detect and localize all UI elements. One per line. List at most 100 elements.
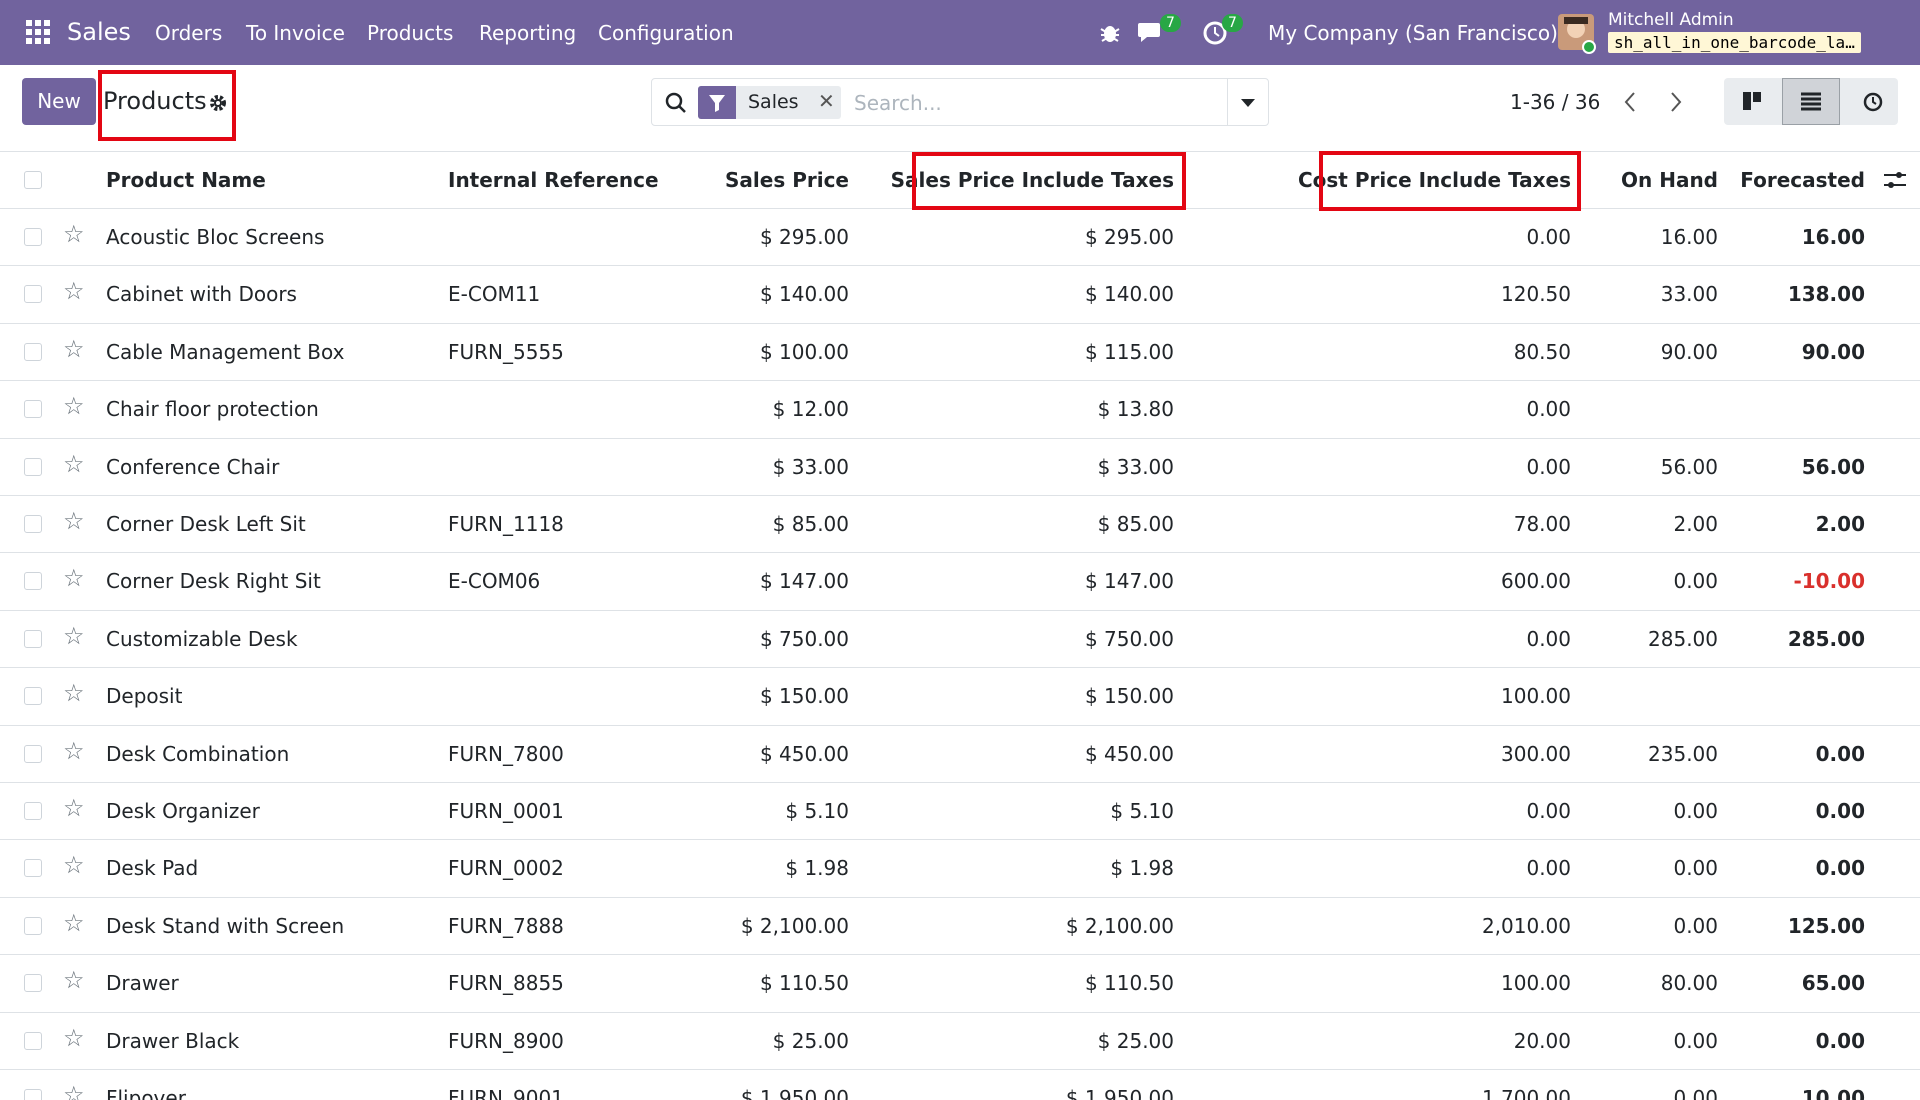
table-cell: Desk Combination: [106, 741, 290, 766]
table-cell: 600.00: [1501, 569, 1571, 594]
checkbox[interactable]: [24, 457, 42, 476]
favorite-star[interactable]: ☆: [63, 851, 85, 880]
company-switcher[interactable]: My Company (San Francisco): [1268, 21, 1558, 45]
table-cell: $ 140.00: [1084, 282, 1174, 307]
favorite-star[interactable]: ☆: [63, 1081, 85, 1100]
facet-icon: [698, 86, 736, 119]
column-header[interactable]: On Hand: [1621, 168, 1718, 192]
table-cell: 0.00: [1526, 397, 1571, 422]
new-button[interactable]: New: [22, 78, 96, 125]
table-cell: Desk Pad: [106, 856, 199, 881]
table-cell: Desk Stand with Screen: [106, 913, 345, 938]
highlight-box: [912, 152, 1186, 210]
table-cell: 80.50: [1513, 339, 1571, 364]
list-view[interactable]: [1782, 78, 1840, 125]
column-header[interactable]: Sales Price: [725, 168, 849, 192]
checkbox[interactable]: [24, 572, 42, 591]
table-cell: 0.00: [1673, 569, 1718, 594]
facet-remove[interactable]: ✕: [818, 89, 835, 113]
column-header[interactable]: Sales Price Include Taxes: [890, 168, 1174, 192]
pager-prev[interactable]: [1622, 91, 1638, 113]
pager-next[interactable]: [1668, 91, 1684, 113]
table-cell: FURN_1118: [448, 512, 564, 536]
table-cell: $ 1.98: [1110, 856, 1174, 881]
list-icon: [1801, 92, 1821, 111]
favorite-star[interactable]: ☆: [63, 794, 85, 822]
table-cell: 56.00: [1801, 454, 1865, 479]
table-cell: $ 85.00: [772, 512, 849, 536]
favorite-star[interactable]: ☆: [63, 621, 85, 650]
favorite-star[interactable]: ☆: [63, 277, 85, 306]
favorite-star[interactable]: ☆: [63, 507, 85, 535]
checkbox[interactable]: [24, 228, 42, 246]
debug-icon[interactable]: [1099, 21, 1121, 43]
table-cell: $ 12.00: [772, 397, 849, 422]
search-facet[interactable]: Sales ✕: [698, 86, 841, 119]
column-header[interactable]: Forecasted: [1740, 168, 1865, 192]
checkbox[interactable]: [24, 802, 42, 820]
column-header[interactable]: Cost Price Include Taxes: [1297, 168, 1571, 192]
table-cell: FURN_7800: [448, 741, 564, 766]
checkbox[interactable]: [24, 687, 42, 706]
table-cell: 138.00: [1787, 282, 1865, 307]
messages-icon[interactable]: [1137, 20, 1165, 46]
app-name[interactable]: Sales: [67, 18, 131, 46]
user-name[interactable]: Mitchell Admin: [1608, 10, 1734, 30]
table-cell: Acoustic Bloc Screens: [106, 225, 325, 249]
favorite-star[interactable]: ☆: [63, 564, 85, 593]
checkbox[interactable]: [24, 744, 42, 763]
pager: 1-36 / 36: [1510, 90, 1601, 114]
table-cell: $ 150.00: [759, 684, 849, 709]
menu-item[interactable]: Reporting: [479, 21, 577, 45]
search-bar[interactable]: Sales ✕ Search...: [651, 78, 1269, 126]
checkbox[interactable]: [24, 1089, 42, 1100]
favorite-star[interactable]: ☆: [63, 908, 85, 937]
favorite-star[interactable]: ☆: [63, 334, 85, 363]
table-cell: 80.00: [1660, 971, 1718, 996]
checkbox[interactable]: [24, 285, 42, 304]
table-cell: $ 25.00: [772, 1028, 849, 1053]
table-cell: FURN_8900: [448, 1028, 564, 1053]
favorite-star[interactable]: ☆: [63, 736, 85, 765]
activity-view[interactable]: [1862, 91, 1884, 113]
checkbox[interactable]: [24, 515, 42, 533]
optional-columns-toggle[interactable]: [1884, 170, 1906, 190]
favorite-star[interactable]: ☆: [63, 220, 85, 248]
favorite-star[interactable]: ☆: [63, 392, 85, 421]
favorite-star[interactable]: ☆: [63, 679, 85, 708]
search-placeholder: Search...: [854, 91, 942, 115]
table-cell: FURN_0001: [448, 799, 564, 823]
table-cell: Conference Chair: [106, 454, 280, 479]
table-cell: Cable Management Box: [106, 339, 345, 364]
checkbox[interactable]: [24, 171, 42, 189]
favorite-star[interactable]: ☆: [63, 1023, 85, 1052]
menu-item[interactable]: Configuration: [598, 21, 734, 45]
table-cell: $ 1,950.00: [740, 1086, 849, 1100]
table-cell: 2,010.00: [1481, 913, 1571, 938]
favorite-star[interactable]: ☆: [63, 449, 85, 478]
checkbox[interactable]: [24, 974, 42, 993]
checkbox[interactable]: [24, 859, 42, 878]
column-header[interactable]: Product Name: [106, 168, 266, 192]
menu-item[interactable]: Orders: [155, 21, 223, 45]
kanban-view[interactable]: [1743, 92, 1763, 112]
table-cell: $ 110.50: [759, 971, 849, 996]
table-cell: $ 295.00: [759, 225, 849, 249]
menu-item[interactable]: To Invoice: [246, 21, 345, 45]
separator: [0, 667, 1920, 668]
column-header[interactable]: Internal Reference: [448, 168, 659, 192]
separator: [0, 954, 1920, 955]
checkbox[interactable]: [24, 1031, 42, 1050]
messages-badge: 7: [1160, 14, 1181, 32]
checkbox[interactable]: [24, 916, 42, 935]
user-avatar[interactable]: [1558, 14, 1596, 54]
search-dropdown[interactable]: [1240, 98, 1256, 108]
checkbox[interactable]: [24, 400, 42, 419]
favorite-star[interactable]: ☆: [63, 966, 85, 995]
apps-icon[interactable]: [26, 20, 50, 44]
gear-icon[interactable]: [209, 94, 227, 112]
menu-item[interactable]: Products: [367, 21, 454, 45]
activity-icon[interactable]: [1202, 20, 1228, 46]
checkbox[interactable]: [24, 629, 42, 648]
checkbox[interactable]: [24, 342, 42, 361]
